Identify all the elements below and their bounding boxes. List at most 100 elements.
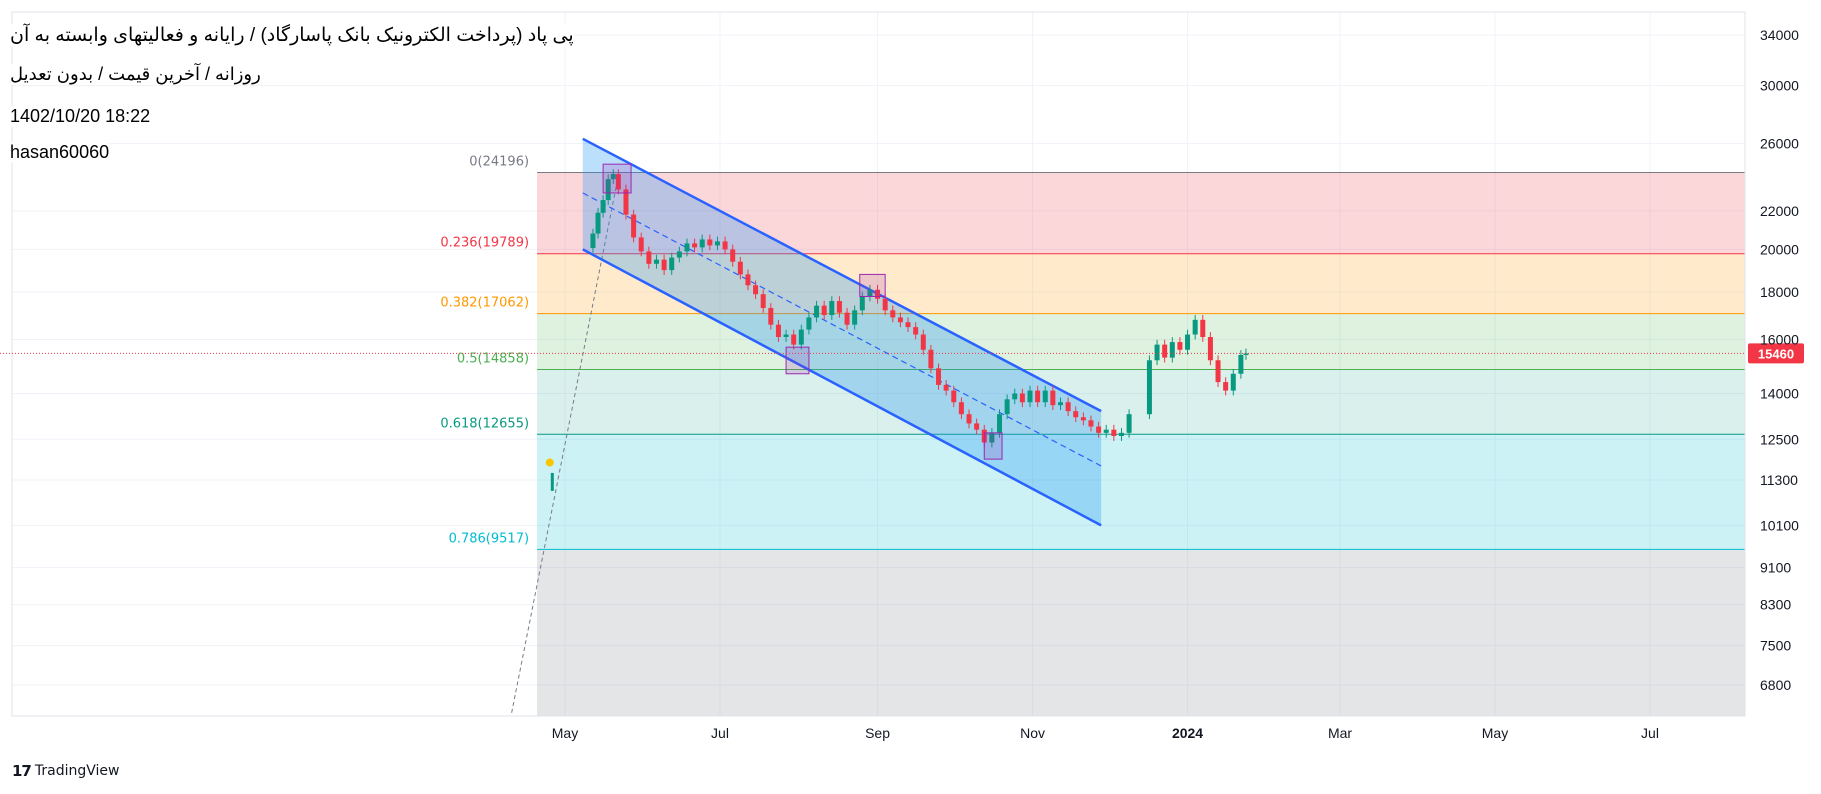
- candle-body: [821, 305, 827, 316]
- candle-body: [605, 179, 611, 201]
- candle-body: [730, 249, 736, 262]
- candle-body: [1207, 337, 1213, 361]
- candle-body: [890, 310, 896, 318]
- highlight-box[interactable]: [983, 432, 1003, 460]
- candle-body: [760, 294, 766, 308]
- candle-body: [1073, 411, 1079, 418]
- candle-body: [1177, 342, 1183, 350]
- candle-body: [745, 274, 751, 286]
- channel-lower-line[interactable]: [582, 248, 1102, 527]
- fib-zone: [537, 369, 1745, 435]
- price-axis[interactable]: 34000 30000 26000 22000 20000 18000 16000 14000…: [1744, 12, 1799, 716]
- candle-body: [783, 334, 789, 338]
- fib-level-label: 0.236(19789): [440, 236, 529, 251]
- price-tick-label: 10100: [1760, 517, 1799, 533]
- fib-zone: [537, 434, 1745, 550]
- candle-body: [699, 239, 705, 248]
- channel-upper-line[interactable]: [582, 137, 1102, 413]
- candle-body: [943, 384, 949, 391]
- candle-body: [1057, 402, 1063, 406]
- candle-body: [951, 390, 957, 403]
- price-tick-label: 9100: [1760, 559, 1791, 575]
- candle-body: [638, 237, 644, 252]
- candle-body: [600, 200, 606, 213]
- fib-level-label: 0.786(9517): [449, 531, 529, 546]
- candle-body: [1035, 390, 1041, 403]
- fib-zone: [537, 313, 1745, 370]
- highlight-boxes[interactable]: [602, 163, 1003, 460]
- tradingview-logo-icon: 17: [12, 762, 32, 780]
- candle-body: [1154, 344, 1160, 361]
- candle-body: [1019, 393, 1025, 403]
- candle-body: [1223, 382, 1229, 391]
- time-tick-label: May: [552, 725, 578, 741]
- chart-title: پی پاد (پرداخت الکترونیک بانک پاسارگاد) …: [10, 24, 574, 47]
- time-tick-label: Jul: [711, 725, 729, 741]
- candle-body: [974, 423, 980, 430]
- last-price-badge: [1748, 343, 1804, 364]
- candle-body: [595, 212, 601, 234]
- fib-level-label: 0.5(14858): [457, 351, 529, 366]
- last-price-line: 15460: [0, 343, 1804, 364]
- price-tick-label: 16000: [1760, 332, 1799, 348]
- early-markers: [545, 458, 554, 491]
- marker-dot: [545, 458, 554, 467]
- tradingview-footer[interactable]: 17 TradingView: [12, 762, 119, 780]
- chart-grid: [11, 11, 1746, 717]
- candle-body: [1080, 417, 1086, 421]
- time-tick-label: Sep: [865, 725, 890, 741]
- candle-body: [692, 243, 698, 248]
- candle-body: [928, 349, 934, 369]
- candle-body: [897, 317, 903, 323]
- trend-line[interactable]: [511, 175, 619, 713]
- candle-body: [806, 317, 812, 330]
- candle-body: [722, 241, 728, 250]
- candle-body: [753, 285, 759, 295]
- candle-body: [1215, 360, 1221, 383]
- candle-body: [1230, 373, 1236, 391]
- chart-timestamp: 1402/10/20 18:22: [10, 106, 151, 127]
- candle-body: [836, 301, 842, 313]
- candle-body: [1050, 390, 1056, 406]
- candle-body: [737, 261, 743, 275]
- price-tick-label: 26000: [1760, 135, 1799, 151]
- candle-body: [829, 301, 835, 316]
- candle-body: [631, 214, 637, 238]
- candle-body: [1027, 390, 1033, 403]
- candle-body: [1004, 399, 1010, 415]
- candle-body: [875, 289, 881, 299]
- dashed-trend-line[interactable]: [511, 175, 619, 713]
- candle-body: [1118, 432, 1124, 437]
- last-price-label: 15460: [1758, 346, 1794, 361]
- candle-body: [646, 251, 652, 264]
- candle-body: [958, 402, 964, 415]
- candle-body: [859, 296, 865, 311]
- candle-body: [661, 259, 667, 271]
- parallel-channel[interactable]: [582, 137, 1102, 527]
- candle-body: [1192, 319, 1198, 335]
- candlestick-series: [590, 169, 1249, 448]
- price-tick-label: 11300: [1760, 472, 1798, 488]
- candle-body: [844, 312, 850, 325]
- channel-fill: [582, 138, 1102, 526]
- time-axis[interactable]: May Jul Sep Nov 2024 Mar May Jul: [12, 715, 1745, 741]
- price-tick-label: 34000: [1760, 27, 1799, 43]
- candle-body: [989, 432, 995, 443]
- candle-body: [1238, 354, 1244, 374]
- candle-body: [814, 305, 820, 318]
- highlight-box[interactable]: [785, 346, 810, 375]
- highlight-box[interactable]: [859, 273, 886, 297]
- price-tick-label: 8300: [1760, 597, 1791, 613]
- candle-body: [615, 174, 621, 190]
- fib-level-label: 0.382(17062): [440, 296, 529, 311]
- candle-body: [913, 327, 919, 335]
- fibonacci-retracement[interactable]: 0(24196) 0.236(19789) 0.382(17062) 0.5(1485…: [440, 154, 1745, 716]
- price-tick-label: 20000: [1760, 241, 1799, 257]
- candle-body: [653, 259, 659, 264]
- candle-body: [1146, 360, 1152, 415]
- candle-body: [590, 233, 596, 248]
- candle-body: [1065, 402, 1071, 412]
- highlight-box[interactable]: [602, 163, 632, 194]
- candle-body: [852, 310, 858, 325]
